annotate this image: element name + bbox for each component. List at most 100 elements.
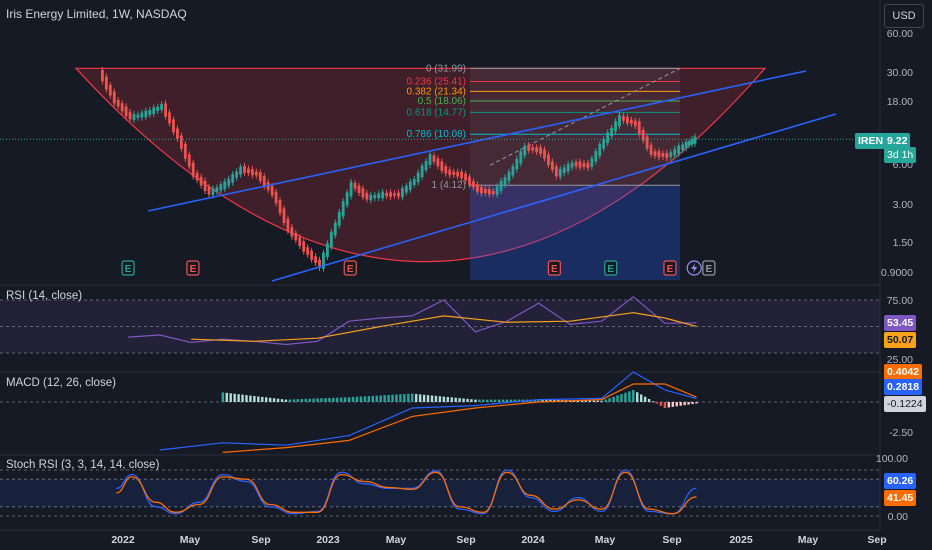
candle-body <box>677 145 681 154</box>
candle-body <box>586 162 590 169</box>
candle-body <box>523 145 527 156</box>
earnings-label: E <box>551 264 558 275</box>
macd-histogram-bar <box>316 398 319 402</box>
macd-histogram-bar <box>691 402 694 405</box>
candle-body <box>543 149 546 159</box>
candle-body <box>428 154 432 165</box>
candle-body <box>302 241 306 252</box>
macd-histogram-bar <box>296 399 299 402</box>
macd-histogram-bar <box>347 397 351 402</box>
macd-histogram-bar <box>280 399 284 402</box>
macd-histogram-bar <box>415 393 418 402</box>
candle-body <box>262 176 266 187</box>
macd-histogram-bar <box>387 394 390 402</box>
candle-body <box>349 181 353 197</box>
candle-body <box>152 107 156 115</box>
candle-body <box>239 166 242 175</box>
macd-histogram-bar <box>383 395 386 402</box>
macd-histogram-bar <box>237 394 240 402</box>
macd-histogram-bar <box>632 390 635 402</box>
candle-body <box>243 165 246 173</box>
candle-body <box>258 172 262 181</box>
macd-histogram-bar <box>343 397 347 402</box>
earnings-icon <box>186 260 200 276</box>
macd-histogram-bar <box>624 392 627 402</box>
macd-histogram-bar <box>588 400 592 402</box>
candle-body <box>235 171 239 178</box>
candle-body <box>254 171 258 176</box>
macd-histogram-bar <box>604 399 607 402</box>
candle-body <box>326 243 329 258</box>
rsi-value-badge: 53.45 <box>884 315 917 331</box>
macd-histogram-bar <box>663 402 667 408</box>
candle-body <box>673 148 677 156</box>
macd-histogram-bar <box>355 396 359 402</box>
lightning-glyph <box>691 263 698 273</box>
macd-histogram-bar <box>592 400 596 402</box>
candle-body <box>519 151 523 164</box>
candle-body <box>251 169 254 176</box>
macd-histogram-bar <box>493 399 497 402</box>
macd-histogram-bar <box>628 391 631 402</box>
candle-body <box>400 188 404 198</box>
macd-signal-badge: 0.4042 <box>884 364 923 380</box>
stoch-axis-tick: 100.00 <box>876 453 908 465</box>
macd-histogram-bar <box>647 399 651 402</box>
fib-trend-line <box>489 67 681 166</box>
candle-body <box>191 162 195 177</box>
fib-projection-box <box>470 185 680 280</box>
earnings-label: E <box>607 264 614 275</box>
macd-histogram-bar <box>351 396 355 402</box>
candle-body <box>503 177 507 186</box>
macd-histogram-bar <box>513 399 517 402</box>
time-axis-tick: Sep <box>867 534 886 546</box>
rsi-ma-value-badge: 50.07 <box>884 332 917 348</box>
candle-body <box>132 114 136 120</box>
macd-histogram-bar <box>497 399 501 402</box>
macd-histogram-bar <box>328 397 331 402</box>
price-axis-tick: 0.9000 <box>881 267 913 279</box>
candle-body <box>448 169 452 176</box>
macd-histogram-bar <box>324 398 327 402</box>
fib-label: 0 (31.99) <box>426 63 466 74</box>
candle-body <box>278 200 282 214</box>
candle-body <box>361 188 365 198</box>
candle-body <box>515 158 519 170</box>
fib-label: 0.786 (10.08) <box>407 129 467 140</box>
macd-histogram-bar <box>533 399 536 402</box>
macd-histogram-bar <box>221 392 225 402</box>
candle-body <box>507 171 511 182</box>
candle-body <box>322 252 325 269</box>
currency-button[interactable]: USD <box>884 4 924 28</box>
candle-body <box>618 114 621 127</box>
stoch-d-line <box>116 471 697 515</box>
macd-histogram-bar <box>639 394 643 402</box>
candle-body <box>566 163 570 172</box>
candle-body <box>424 160 428 171</box>
macd-histogram-bar <box>616 395 619 402</box>
chart-title: Iris Energy Limited, 1W, NASDAQ <box>6 7 187 21</box>
candle-body <box>298 237 302 247</box>
candle-body <box>357 185 361 194</box>
rsi-ma-line <box>191 312 697 342</box>
candle-body <box>460 171 464 179</box>
macd-line <box>159 371 697 451</box>
macd-histogram-bar <box>367 396 371 402</box>
macd-histogram-bar <box>671 402 674 407</box>
candle-body <box>203 180 207 192</box>
time-axis-tick: May <box>595 534 616 546</box>
candle-body <box>527 144 531 151</box>
macd-histogram-bar <box>430 395 434 402</box>
earnings-icon <box>121 260 135 276</box>
price-axis-tick: 18.00 <box>887 96 913 108</box>
candle-body <box>684 141 688 149</box>
macd-histogram-bar <box>363 396 367 402</box>
candle-body <box>156 106 160 111</box>
time-axis-tick: Sep <box>251 534 270 546</box>
macd-histogram-bar <box>651 401 655 403</box>
macd-histogram-bar <box>426 395 430 402</box>
candle-body <box>215 187 219 192</box>
candle-body <box>590 158 594 167</box>
candle-body <box>219 184 223 191</box>
